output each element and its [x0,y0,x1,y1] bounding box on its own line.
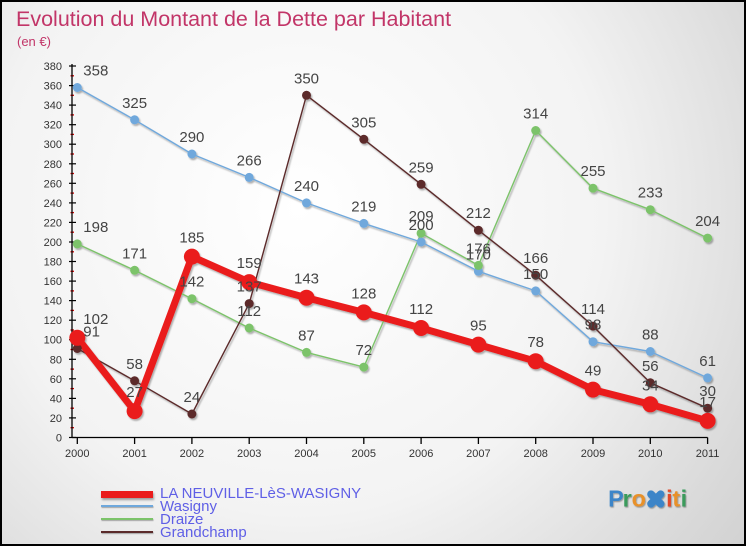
svg-text:20: 20 [50,413,62,425]
svg-text:2002: 2002 [180,448,204,460]
svg-text:320: 320 [44,120,62,132]
svg-text:358: 358 [83,63,108,80]
svg-text:2004: 2004 [294,448,318,460]
svg-text:166: 166 [523,250,548,267]
svg-text:212: 212 [466,205,491,222]
svg-text:300: 300 [44,139,62,151]
svg-text:185: 185 [179,230,204,247]
svg-text:233: 233 [638,185,663,202]
svg-text:56: 56 [642,358,659,375]
svg-text:120: 120 [44,315,62,327]
svg-text:314: 314 [523,106,548,123]
svg-text:240: 240 [294,178,319,195]
svg-text:209: 209 [409,208,434,225]
svg-text:2000: 2000 [65,448,89,460]
svg-text:34: 34 [642,377,659,394]
svg-text:2003: 2003 [237,448,261,460]
svg-text:2010: 2010 [638,448,662,460]
svg-text:17: 17 [699,394,716,411]
svg-text:114: 114 [581,301,605,318]
svg-text:2006: 2006 [409,448,433,460]
svg-text:176: 176 [466,240,491,257]
svg-text:27: 27 [126,384,143,401]
svg-text:350: 350 [294,70,319,87]
svg-text:219: 219 [351,198,376,215]
svg-text:2009: 2009 [581,448,605,460]
svg-text:198: 198 [83,219,108,236]
svg-text:60: 60 [50,374,62,386]
svg-text:98: 98 [585,317,602,334]
svg-text:143: 143 [294,271,319,288]
svg-text:380: 380 [44,61,62,73]
svg-text:95: 95 [470,318,487,335]
svg-text:40: 40 [50,393,62,405]
svg-text:140: 140 [44,296,62,308]
svg-text:200: 200 [44,237,62,249]
svg-text:340: 340 [44,100,62,112]
svg-text:61: 61 [699,353,716,370]
svg-text:112: 112 [409,301,433,318]
svg-text:78: 78 [527,334,544,351]
svg-text:72: 72 [355,342,372,359]
svg-text:290: 290 [179,129,204,146]
svg-text:259: 259 [409,159,434,176]
svg-text:88: 88 [642,327,659,344]
svg-text:87: 87 [298,327,315,344]
svg-text:0: 0 [56,433,62,445]
svg-text:100: 100 [44,335,62,347]
svg-text:2005: 2005 [352,448,376,460]
svg-text:80: 80 [50,354,62,366]
svg-text:305: 305 [351,114,376,131]
svg-text:2001: 2001 [122,448,146,460]
svg-text:240: 240 [44,198,62,210]
svg-text:180: 180 [44,257,62,269]
svg-text:266: 266 [237,152,262,169]
svg-text:260: 260 [44,178,62,190]
svg-text:150: 150 [523,266,548,283]
svg-text:49: 49 [585,363,602,380]
svg-text:102: 102 [83,311,108,328]
svg-text:128: 128 [351,285,376,302]
svg-text:24: 24 [184,389,201,406]
svg-text:171: 171 [122,245,147,262]
svg-text:325: 325 [122,95,147,112]
svg-text:137: 137 [237,279,262,296]
svg-text:160: 160 [44,276,62,288]
svg-text:142: 142 [179,274,204,291]
svg-text:2007: 2007 [466,448,490,460]
svg-text:2011: 2011 [696,448,720,460]
svg-text:220: 220 [44,217,62,229]
svg-text:159: 159 [237,255,262,272]
svg-text:204: 204 [695,213,720,230]
svg-text:58: 58 [126,356,143,373]
svg-text:280: 280 [44,159,62,171]
svg-text:2008: 2008 [523,448,547,460]
svg-text:255: 255 [580,163,605,180]
svg-text:112: 112 [237,303,261,320]
svg-text:360: 360 [44,81,62,93]
